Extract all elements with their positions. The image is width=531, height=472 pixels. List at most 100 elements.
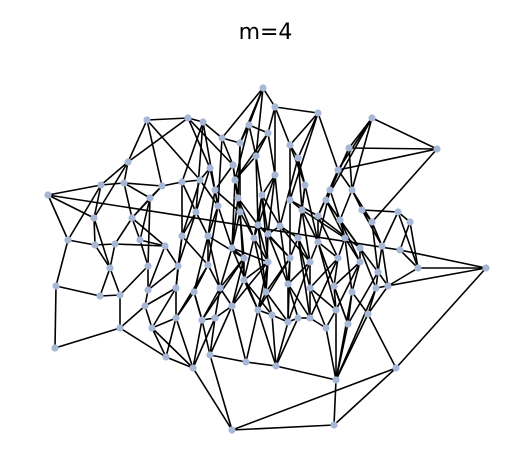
graph-node bbox=[252, 152, 259, 159]
graph-edge bbox=[68, 240, 95, 245]
graph-node bbox=[190, 288, 197, 295]
graph-edge bbox=[147, 120, 162, 186]
graph-node bbox=[124, 158, 131, 165]
graph-node bbox=[341, 234, 348, 241]
graph-node bbox=[284, 280, 291, 287]
graph-node bbox=[218, 134, 225, 141]
graph-edge bbox=[210, 355, 232, 430]
graph-edge bbox=[268, 133, 275, 175]
graph-node bbox=[240, 276, 247, 283]
graph-node bbox=[116, 291, 123, 298]
graph-edge bbox=[232, 368, 396, 430]
graph-edge bbox=[208, 236, 244, 258]
graph-edge bbox=[275, 107, 290, 145]
graph-edge bbox=[110, 268, 120, 295]
graph-edge bbox=[152, 288, 176, 328]
graph-node bbox=[259, 84, 266, 91]
graph-edge bbox=[176, 236, 182, 288]
graph-edge bbox=[396, 268, 486, 368]
graph-edge bbox=[56, 240, 68, 286]
graph-node bbox=[344, 320, 351, 327]
graph-edge bbox=[48, 195, 68, 240]
graph-node bbox=[211, 186, 218, 193]
graph-node bbox=[286, 196, 293, 203]
graph-edge bbox=[94, 162, 128, 218]
graph-node bbox=[184, 114, 191, 121]
graph-node bbox=[206, 351, 213, 358]
graph-node bbox=[334, 166, 341, 173]
graph-node bbox=[332, 306, 339, 313]
graph-edge bbox=[275, 107, 318, 113]
graph-node bbox=[240, 254, 247, 261]
graph-node bbox=[264, 230, 271, 237]
graph-node bbox=[172, 314, 179, 321]
graph-node bbox=[178, 232, 185, 239]
graph-node bbox=[228, 244, 235, 251]
graph-node bbox=[206, 164, 213, 171]
graph-node bbox=[345, 144, 352, 151]
graph-edge bbox=[232, 425, 334, 430]
graph-node bbox=[143, 116, 150, 123]
graph-edge bbox=[382, 212, 398, 246]
graph-node bbox=[228, 302, 235, 309]
graph-node bbox=[204, 261, 211, 268]
graph-node bbox=[406, 218, 413, 225]
graph-edge bbox=[349, 148, 437, 149]
graph-node bbox=[116, 324, 123, 331]
graph-node bbox=[148, 324, 155, 331]
graph-node bbox=[306, 284, 313, 291]
graph-node bbox=[378, 242, 385, 249]
graph-edge bbox=[182, 122, 203, 182]
graph-node bbox=[245, 121, 252, 128]
graph-edge bbox=[340, 190, 352, 220]
graph-node bbox=[231, 176, 238, 183]
graph-node bbox=[358, 206, 365, 213]
graph-edge bbox=[334, 380, 336, 425]
graph-edge bbox=[360, 248, 376, 288]
graph-node bbox=[286, 254, 293, 261]
graph-node bbox=[162, 353, 169, 360]
graph-edge bbox=[140, 240, 148, 266]
graph-node bbox=[172, 284, 179, 291]
graph-edge bbox=[336, 288, 376, 380]
graph-node bbox=[229, 161, 236, 168]
graph-edge bbox=[110, 244, 115, 268]
graph-node bbox=[364, 310, 371, 317]
graph-node bbox=[368, 114, 375, 121]
graph-node bbox=[144, 262, 151, 269]
graph-node bbox=[136, 236, 143, 243]
graph-edge bbox=[68, 185, 101, 240]
graph-node bbox=[204, 232, 211, 239]
graph-edge bbox=[400, 222, 410, 250]
graph-edge bbox=[215, 165, 233, 190]
graph-node bbox=[336, 216, 343, 223]
graph-node bbox=[242, 358, 249, 365]
graph-edge bbox=[378, 246, 382, 272]
graph-node bbox=[372, 284, 379, 291]
graph-edge bbox=[246, 362, 276, 366]
graph-edge bbox=[147, 118, 188, 120]
graph-node bbox=[144, 286, 151, 293]
graph-edge bbox=[318, 113, 338, 170]
graph-node bbox=[271, 103, 278, 110]
graph-edge bbox=[166, 357, 193, 368]
graph-node bbox=[262, 288, 269, 295]
graph-edge bbox=[100, 268, 110, 296]
graph-node bbox=[284, 318, 291, 325]
graph-node bbox=[348, 288, 355, 295]
graph-node bbox=[482, 264, 489, 271]
graph-edge bbox=[208, 265, 220, 288]
graph-edge bbox=[222, 138, 233, 165]
graph-edge bbox=[290, 113, 318, 145]
graph-node bbox=[268, 311, 275, 318]
graph-node bbox=[374, 268, 381, 275]
graph-node bbox=[234, 194, 241, 201]
graph-node bbox=[330, 421, 337, 428]
graph-edge bbox=[276, 366, 336, 380]
graph-node bbox=[120, 179, 127, 186]
graph-edge bbox=[210, 355, 246, 362]
graph-node bbox=[44, 191, 51, 198]
graph-node bbox=[211, 314, 218, 321]
graph-edge bbox=[193, 320, 202, 368]
graph-node bbox=[198, 316, 205, 323]
